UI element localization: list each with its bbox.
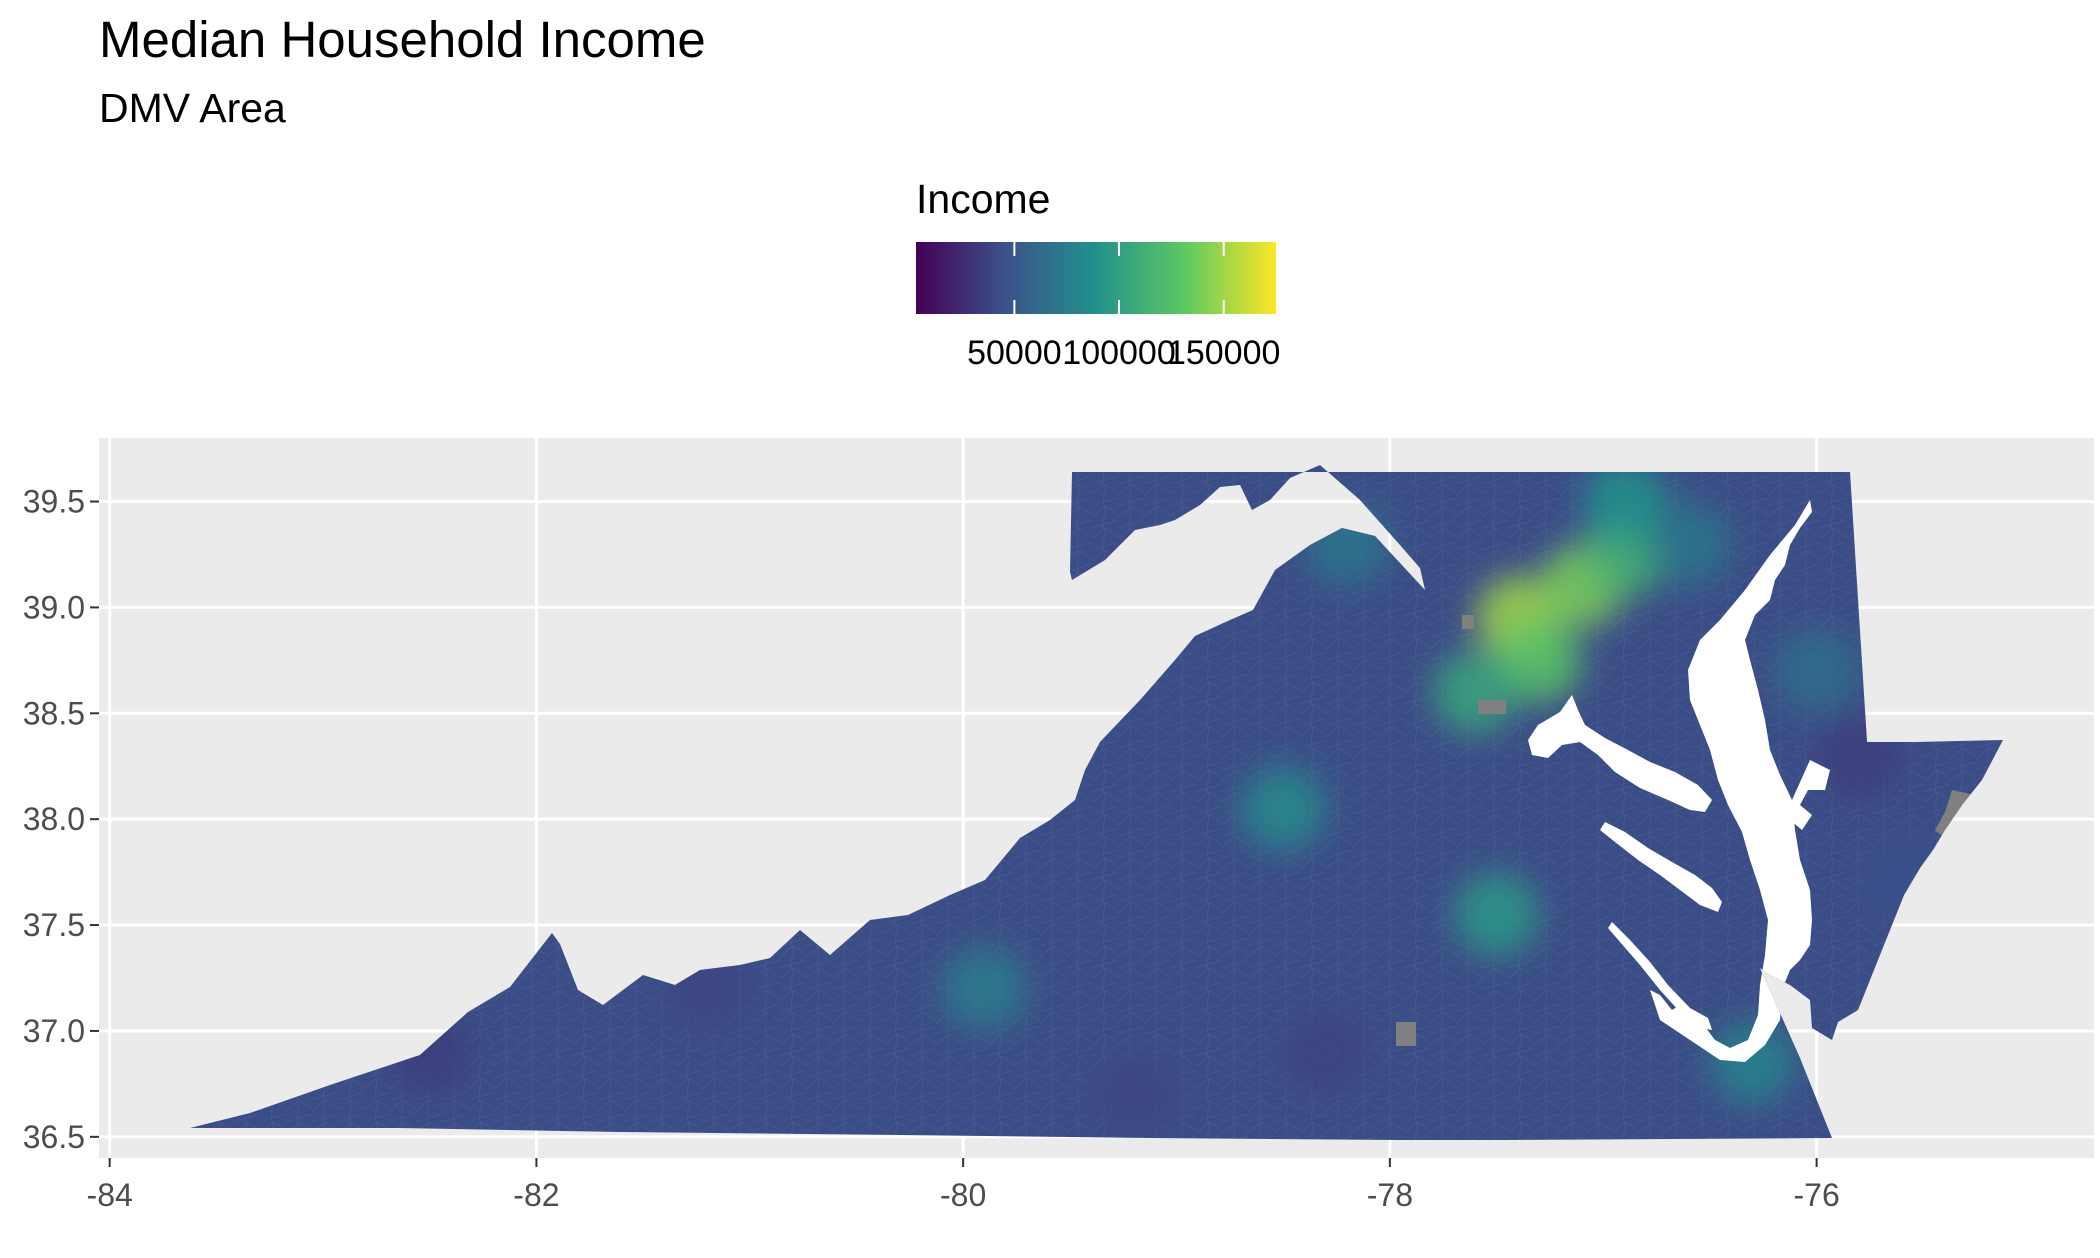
x-tick-label: -78 [1367,1177,1413,1213]
income-region-12 [1774,628,1859,713]
york-james-river [1608,922,1712,1030]
income-region-4 [1433,650,1518,735]
na-region-3 [1462,615,1474,629]
rappahannock-river [1600,822,1722,912]
x-tick-label: -82 [513,1177,559,1213]
y-tick-label: 39.0 [23,589,85,625]
x-tick-label: -84 [87,1177,133,1213]
y-tick-label: 38.5 [23,695,85,731]
income-region-19 [1283,1010,1368,1095]
eastern-shore-inlets [1790,760,1830,830]
y-tick-label: 37.5 [23,907,85,943]
chart-title: Median Household Income [99,11,706,68]
chart-subtitle: DMV Area [99,85,286,131]
y-tick-label: 36.5 [23,1119,85,1155]
legend-colorbar [916,242,1276,314]
income-region-6 [1710,1020,1795,1105]
chesapeake-bay [1650,500,1812,1062]
y-tick-label: 39.5 [23,484,85,520]
income-region-9 [1582,465,1667,544]
legend-label-150000: 150000 [1166,334,1281,372]
income-region-7 [1241,766,1326,851]
y-tick-label: 37.0 [23,1013,85,1049]
income-region-8 [942,946,1027,1031]
x-tick-label: -76 [1793,1177,1839,1213]
legend-label-100000: 100000 [1062,334,1176,372]
income-region-5 [1454,872,1539,957]
na-region-2 [1396,1022,1416,1046]
income-region-2 [1497,618,1582,703]
income-region-18 [1091,1052,1176,1137]
legend-title: Income [916,176,1051,222]
y-axis: 36.5 37.0 37.5 38.0 38.5 39.0 39.5 [23,484,99,1155]
y-tick-label: 38.0 [23,801,85,837]
income-region-10 [1646,501,1731,586]
x-axis: -84 -82 -80 -78 -76 [87,1158,1840,1213]
na-region-1 [1478,700,1506,714]
potomac-river [1528,695,1712,812]
x-tick-label: -80 [940,1177,986,1213]
legend-label-50000: 50000 [967,334,1062,372]
